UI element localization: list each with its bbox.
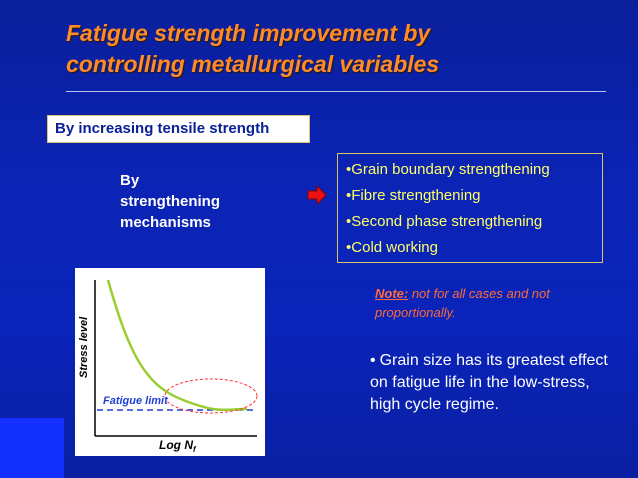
y-axis-label: Stress level: [78, 316, 90, 378]
highlight-ellipse: [164, 378, 258, 414]
red-right-arrow-icon: [307, 184, 327, 206]
title-line-2: controlling metallurgical variables: [66, 51, 440, 77]
list-item: Cold working: [346, 235, 602, 261]
bullet-glyph: •: [370, 352, 376, 369]
tensile-strength-heading: By increasing tensile strength: [47, 115, 310, 143]
sn-curve: [106, 279, 248, 412]
title-line-1: Fatigue strength improvement by: [66, 20, 431, 46]
note-body: not for all cases and not proportionally…: [375, 286, 550, 320]
sn-curve-figure: Fatigue limit Stress level Log Nf: [75, 268, 265, 456]
x-axis-label-main: Log N: [159, 438, 193, 452]
list-item: Second phase strengthening: [346, 209, 602, 235]
x-axis-label: Log Nf: [159, 438, 197, 454]
sn-curve-svg: Fatigue limit Stress level Log Nf: [78, 279, 258, 454]
slide-title: Fatigue strength improvement by controll…: [66, 18, 606, 80]
grain-size-text: Grain size has its greatest effect on fa…: [370, 352, 608, 413]
strengthening-mechanisms-list: Grain boundary strengthening Fibre stren…: [337, 153, 603, 263]
note-lead: Note:: [375, 286, 409, 301]
list-item: Grain boundary strengthening: [346, 157, 602, 183]
grain-size-bullet: • Grain size has its greatest effect on f…: [370, 350, 615, 416]
note-text: Note: not for all cases and not proporti…: [375, 284, 585, 322]
fatigue-limit-label: Fatigue limit: [103, 395, 169, 407]
corner-accent: [0, 418, 64, 478]
title-divider: [66, 91, 606, 92]
list-item: Fibre strengthening: [346, 183, 602, 209]
mechanisms-label: By strengthening mechanisms: [120, 172, 220, 231]
x-axis-label-sub: f: [193, 445, 197, 454]
